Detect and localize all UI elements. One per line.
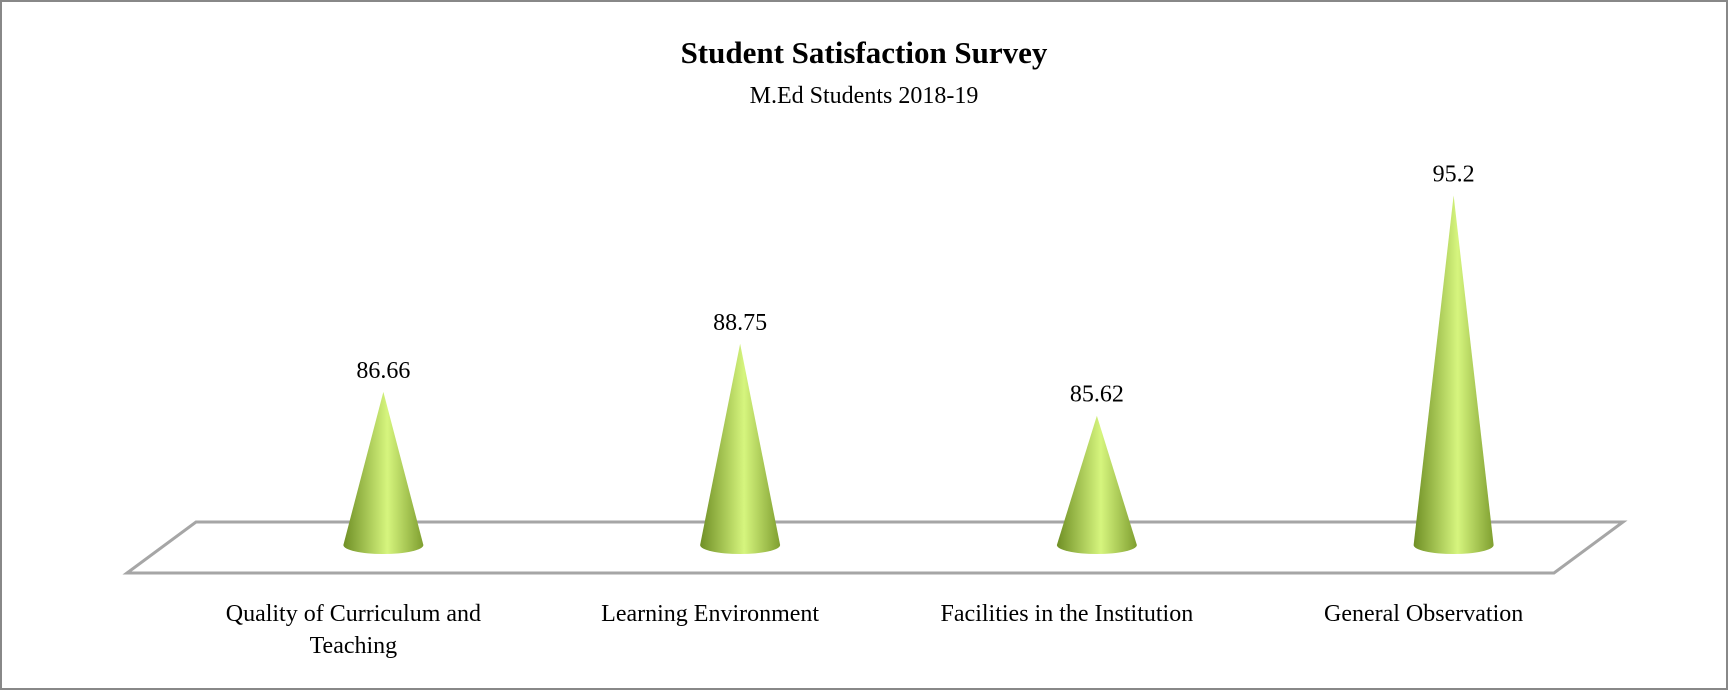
cone bbox=[1056, 415, 1137, 554]
x-tick-label: Learning Environment bbox=[601, 601, 820, 627]
cone bbox=[700, 343, 781, 554]
x-tick-label: Quality of Curriculum and Teaching bbox=[225, 601, 482, 659]
cone-body bbox=[1056, 415, 1137, 554]
chart-title: Student Satisfaction Survey bbox=[681, 35, 1048, 70]
cone bbox=[1413, 195, 1494, 554]
cone-body bbox=[1413, 195, 1494, 554]
x-tick-label: Facilities in the Institution bbox=[940, 601, 1194, 627]
data-label: 86.66 bbox=[356, 358, 410, 384]
data-label: 85.62 bbox=[1070, 382, 1124, 408]
data-label: 88.75 bbox=[713, 310, 767, 336]
x-tick-label: General Observation bbox=[1323, 601, 1524, 627]
cone bbox=[343, 391, 424, 554]
cone-body bbox=[700, 343, 781, 554]
floor bbox=[122, 520, 1628, 575]
data-label: 95.2 bbox=[1433, 161, 1475, 187]
cone-body bbox=[343, 391, 424, 554]
chart-subtitle: M.Ed Students 2018-19 bbox=[750, 83, 979, 109]
